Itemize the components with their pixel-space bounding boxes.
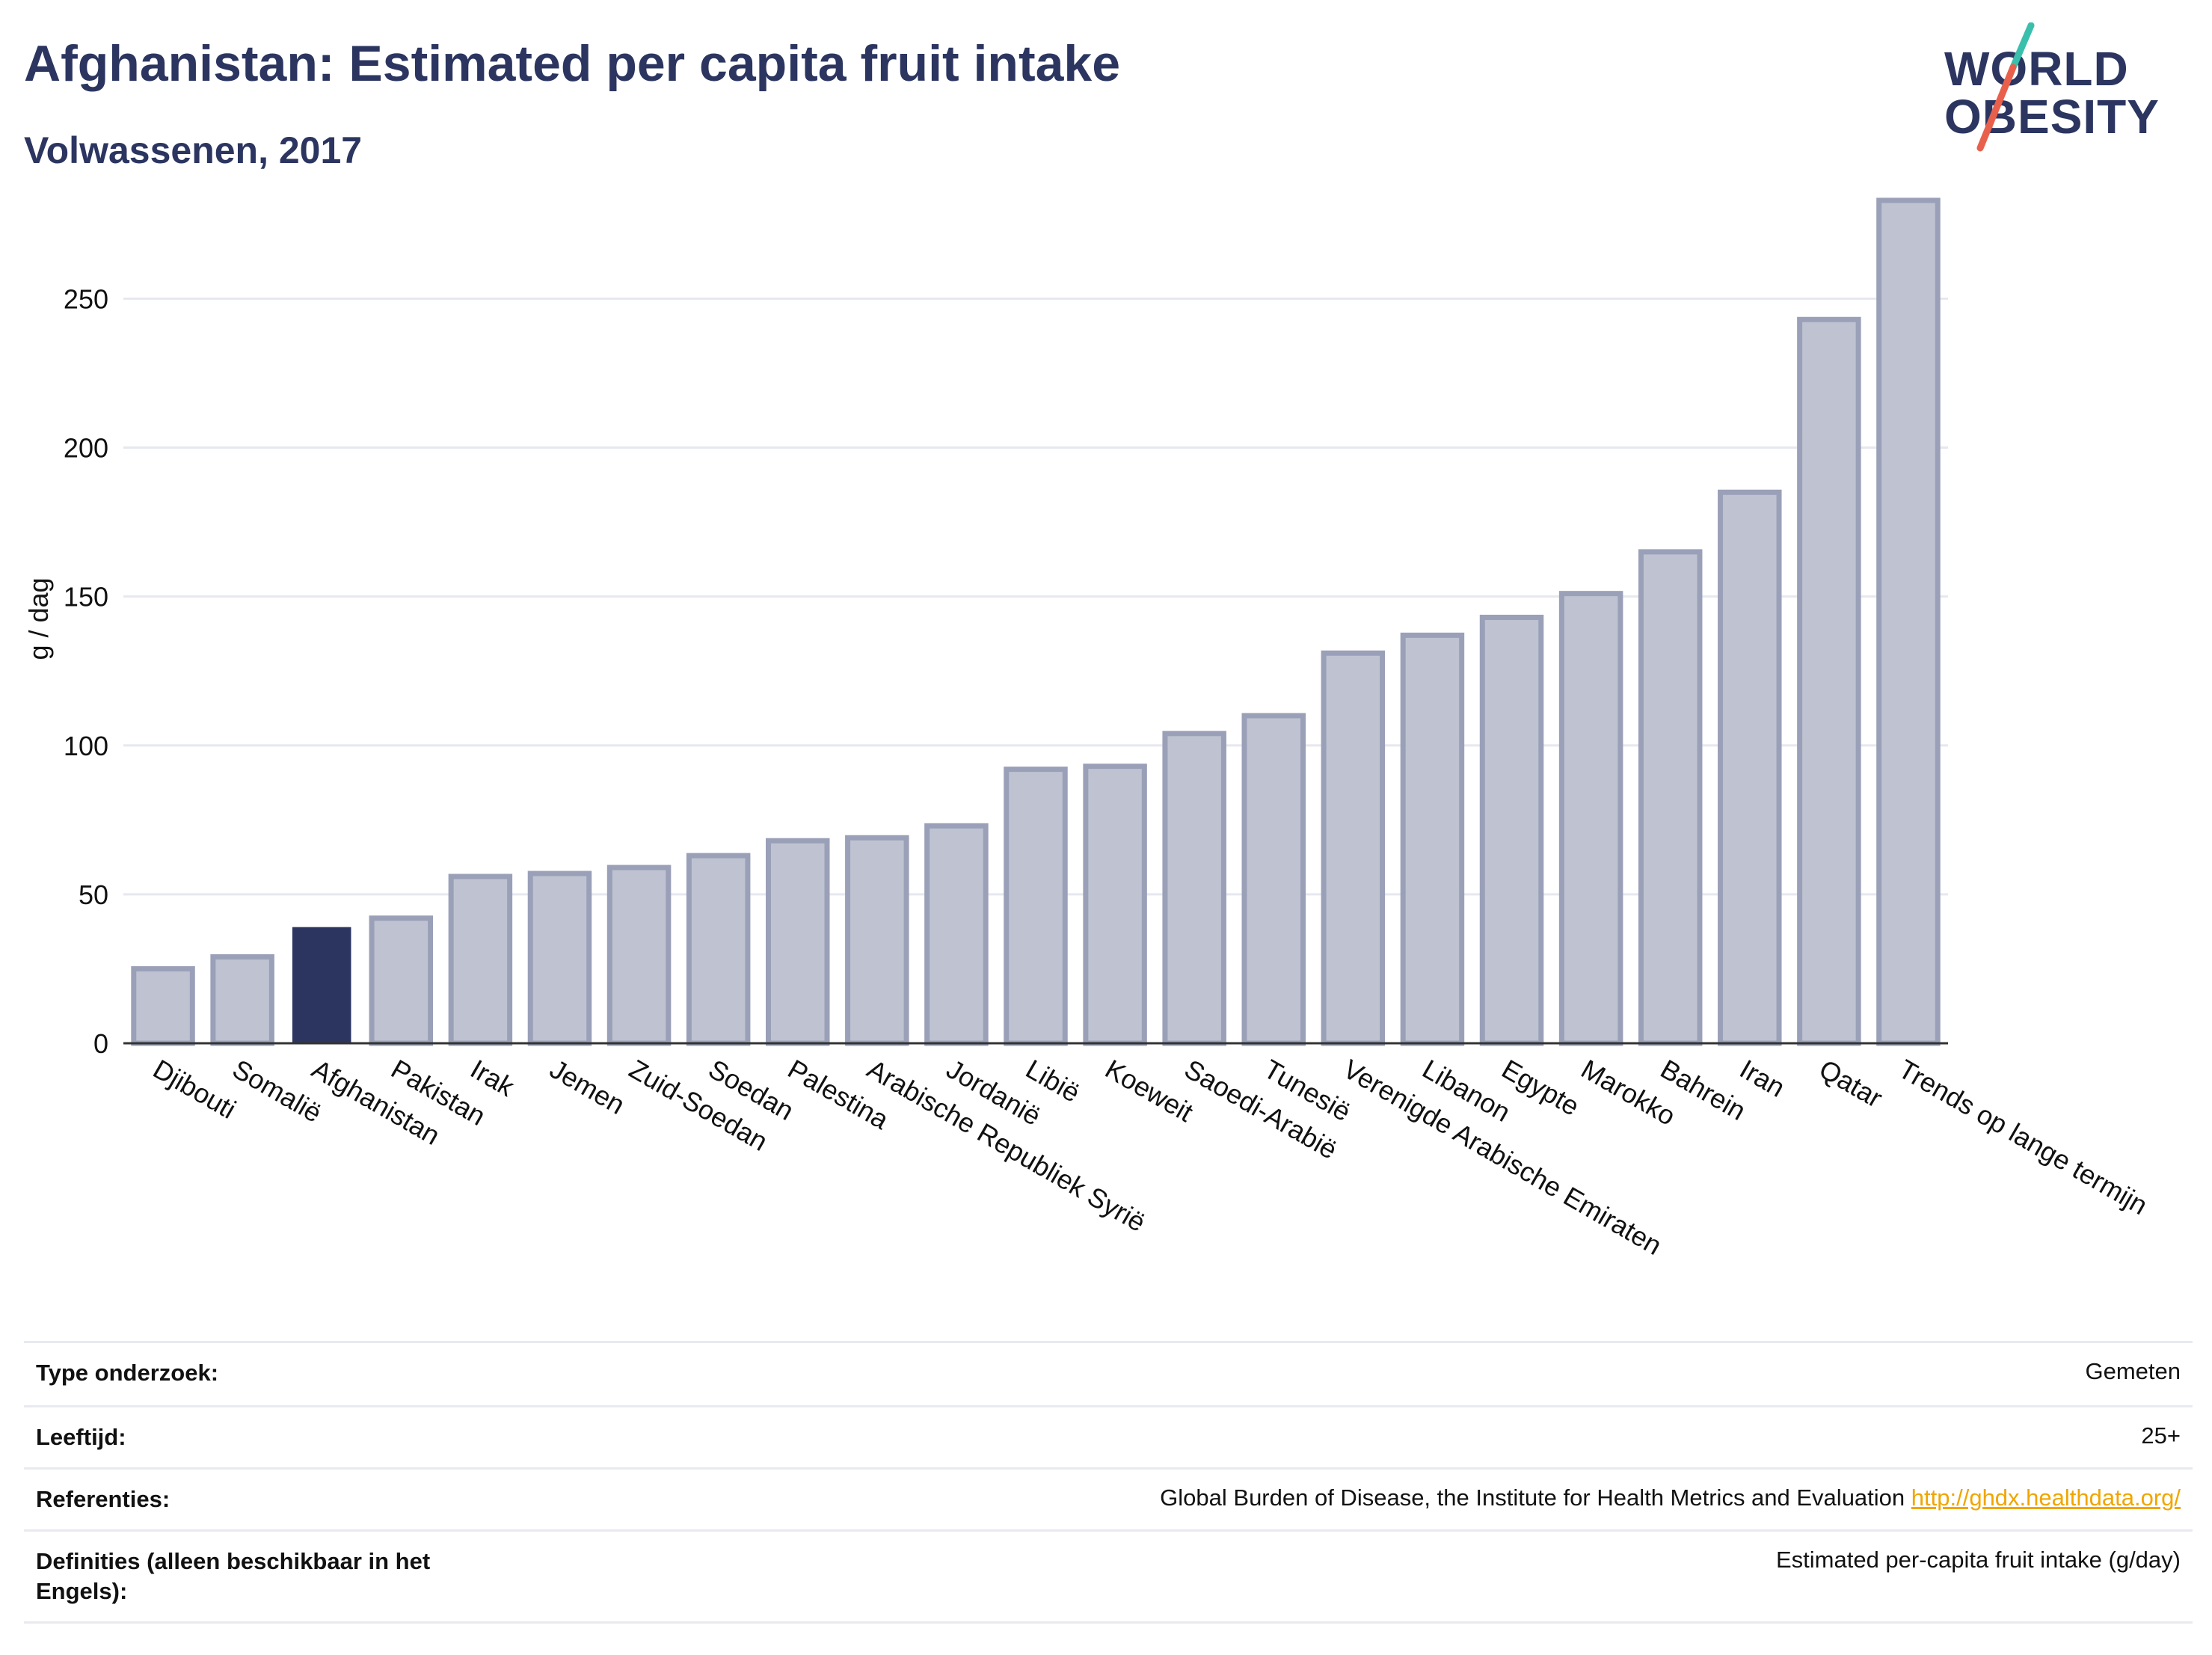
x-tick-label: Somalië bbox=[227, 1053, 327, 1129]
bar-koeweit[interactable] bbox=[1083, 764, 1147, 1046]
reference-link[interactable]: http://ghdx.healthdata.org/ bbox=[1911, 1484, 2181, 1511]
bar-egypte[interactable] bbox=[1479, 615, 1544, 1046]
bar-palestina[interactable] bbox=[765, 838, 830, 1046]
x-tick-label: Koeweit bbox=[1100, 1053, 1198, 1128]
x-tick-label: Qatar bbox=[1814, 1053, 1887, 1114]
bar-pakistan[interactable] bbox=[369, 915, 434, 1046]
bar-bahrein[interactable] bbox=[1638, 549, 1703, 1046]
info-value-references: Global Burden of Disease, the Institute … bbox=[1160, 1484, 2181, 1511]
x-tick-label: Egypte bbox=[1497, 1053, 1585, 1122]
info-label: Referenties: bbox=[36, 1486, 170, 1512]
y-axis-label: g / dag bbox=[23, 577, 54, 660]
y-tick-label: 150 bbox=[64, 582, 108, 612]
y-tick-label: 0 bbox=[93, 1028, 108, 1059]
info-row-references: Referenties: Global Burden of Disease, t… bbox=[24, 1470, 2193, 1529]
logo-slash-icon bbox=[1976, 22, 2035, 152]
info-value: Estimated per-capita fruit intake (g/day… bbox=[1775, 1547, 2181, 1573]
info-table: Type onderzoek: Gemeten Leeftijd: 25+ Re… bbox=[24, 1341, 2193, 1624]
reference-text: Global Burden of Disease, the Institute … bbox=[1160, 1484, 1905, 1511]
page-title: Afghanistan: Estimated per capita fruit … bbox=[24, 35, 1121, 92]
info-label: Type onderzoek: bbox=[36, 1360, 219, 1386]
info-row-survey-type: Type onderzoek: Gemeten bbox=[24, 1343, 2193, 1405]
bar-zuid-soedan[interactable] bbox=[606, 865, 672, 1046]
x-tick-label: Trends op lange termijn bbox=[1893, 1053, 2153, 1220]
divider bbox=[24, 1621, 2193, 1624]
page-subtitle: Volwassenen, 2017 bbox=[24, 129, 363, 171]
bar-chart: 0 50 100 150 200 250 DjiboutiSomaliëAfghanist… bbox=[23, 197, 2153, 1261]
info-value: 25+ bbox=[2141, 1422, 2181, 1449]
bar-afghanistan[interactable] bbox=[292, 927, 351, 1043]
bar-djibouti[interactable] bbox=[131, 965, 195, 1046]
bar-arabische-republiek-syri-[interactable] bbox=[845, 835, 909, 1046]
bar-somali-[interactable] bbox=[210, 954, 274, 1046]
info-label: Definities (alleen beschikbaar in het En… bbox=[36, 1548, 431, 1604]
divider bbox=[24, 1529, 2193, 1532]
info-value: Gemeten bbox=[2085, 1358, 2181, 1384]
y-tick-label: 250 bbox=[64, 283, 108, 314]
y-axis-ticks: 0 50 100 150 200 250 bbox=[64, 283, 108, 1059]
bar-jordani-[interactable] bbox=[924, 823, 989, 1046]
x-tick-label: Jemen bbox=[544, 1053, 630, 1120]
divider bbox=[24, 1467, 2193, 1470]
bar-irak[interactable] bbox=[448, 873, 513, 1046]
bar-trends-op-lange-termijn[interactable] bbox=[1876, 197, 1941, 1046]
y-tick-label: 200 bbox=[64, 433, 108, 464]
y-tick-label: 50 bbox=[79, 879, 108, 910]
world-obesity-logo[interactable]: WORLD OBESITY bbox=[1944, 22, 2199, 157]
bar-libanon[interactable] bbox=[1400, 632, 1465, 1046]
bar-marokko[interactable] bbox=[1558, 591, 1623, 1046]
bars bbox=[131, 197, 1941, 1046]
info-label: Leeftijd: bbox=[36, 1424, 126, 1450]
divider bbox=[24, 1405, 2193, 1407]
info-row-definitions: Definities (alleen beschikbaar in het En… bbox=[24, 1532, 2193, 1621]
x-tick-label: Djibouti bbox=[148, 1053, 241, 1125]
bar-tunesi-[interactable] bbox=[1241, 713, 1306, 1046]
y-tick-label: 100 bbox=[64, 731, 108, 761]
bar-iran[interactable] bbox=[1718, 489, 1782, 1046]
logo-line-2: OBESITY bbox=[1944, 90, 2160, 144]
bar-qatar[interactable] bbox=[1797, 316, 1861, 1046]
bar-jemen[interactable] bbox=[527, 871, 592, 1046]
logo-line-1: WORLD bbox=[1944, 42, 2129, 96]
bar-verenigde-arabische-emiraten[interactable] bbox=[1321, 650, 1386, 1046]
bar-soedan[interactable] bbox=[686, 853, 751, 1046]
info-row-age: Leeftijd: 25+ bbox=[24, 1407, 2193, 1467]
bar-libi-[interactable] bbox=[1004, 767, 1068, 1046]
bar-saoedi-arabi-[interactable] bbox=[1162, 731, 1226, 1046]
